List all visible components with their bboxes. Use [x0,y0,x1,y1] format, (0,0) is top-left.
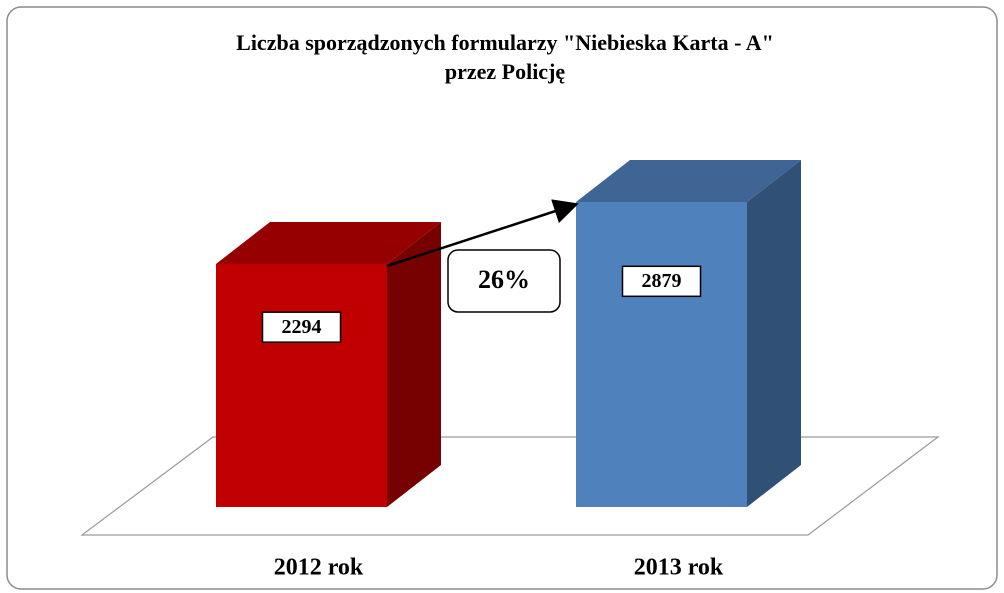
value-label: 2294 [282,316,322,338]
bar-top [216,221,441,264]
arrow [386,199,579,268]
value-label: 2879 [642,270,682,292]
value-label-box [261,311,342,343]
chart-title: Liczba sporządzonych formularzy "Niebies… [236,30,774,55]
annotation-box [447,249,561,313]
bars: 2294 2879 [216,160,801,507]
x-tick-label: 2012 rok [274,555,364,581]
bar [216,263,387,507]
chart-title: przez Policję [445,59,566,84]
floor [80,436,940,536]
value-label-box [621,265,702,298]
annotation: 26% [478,265,530,294]
x-tick-label: 2013 rok [634,555,724,581]
bar-side [387,221,441,507]
bar-side [747,160,801,507]
bar-top [576,160,801,202]
bar [576,202,747,507]
